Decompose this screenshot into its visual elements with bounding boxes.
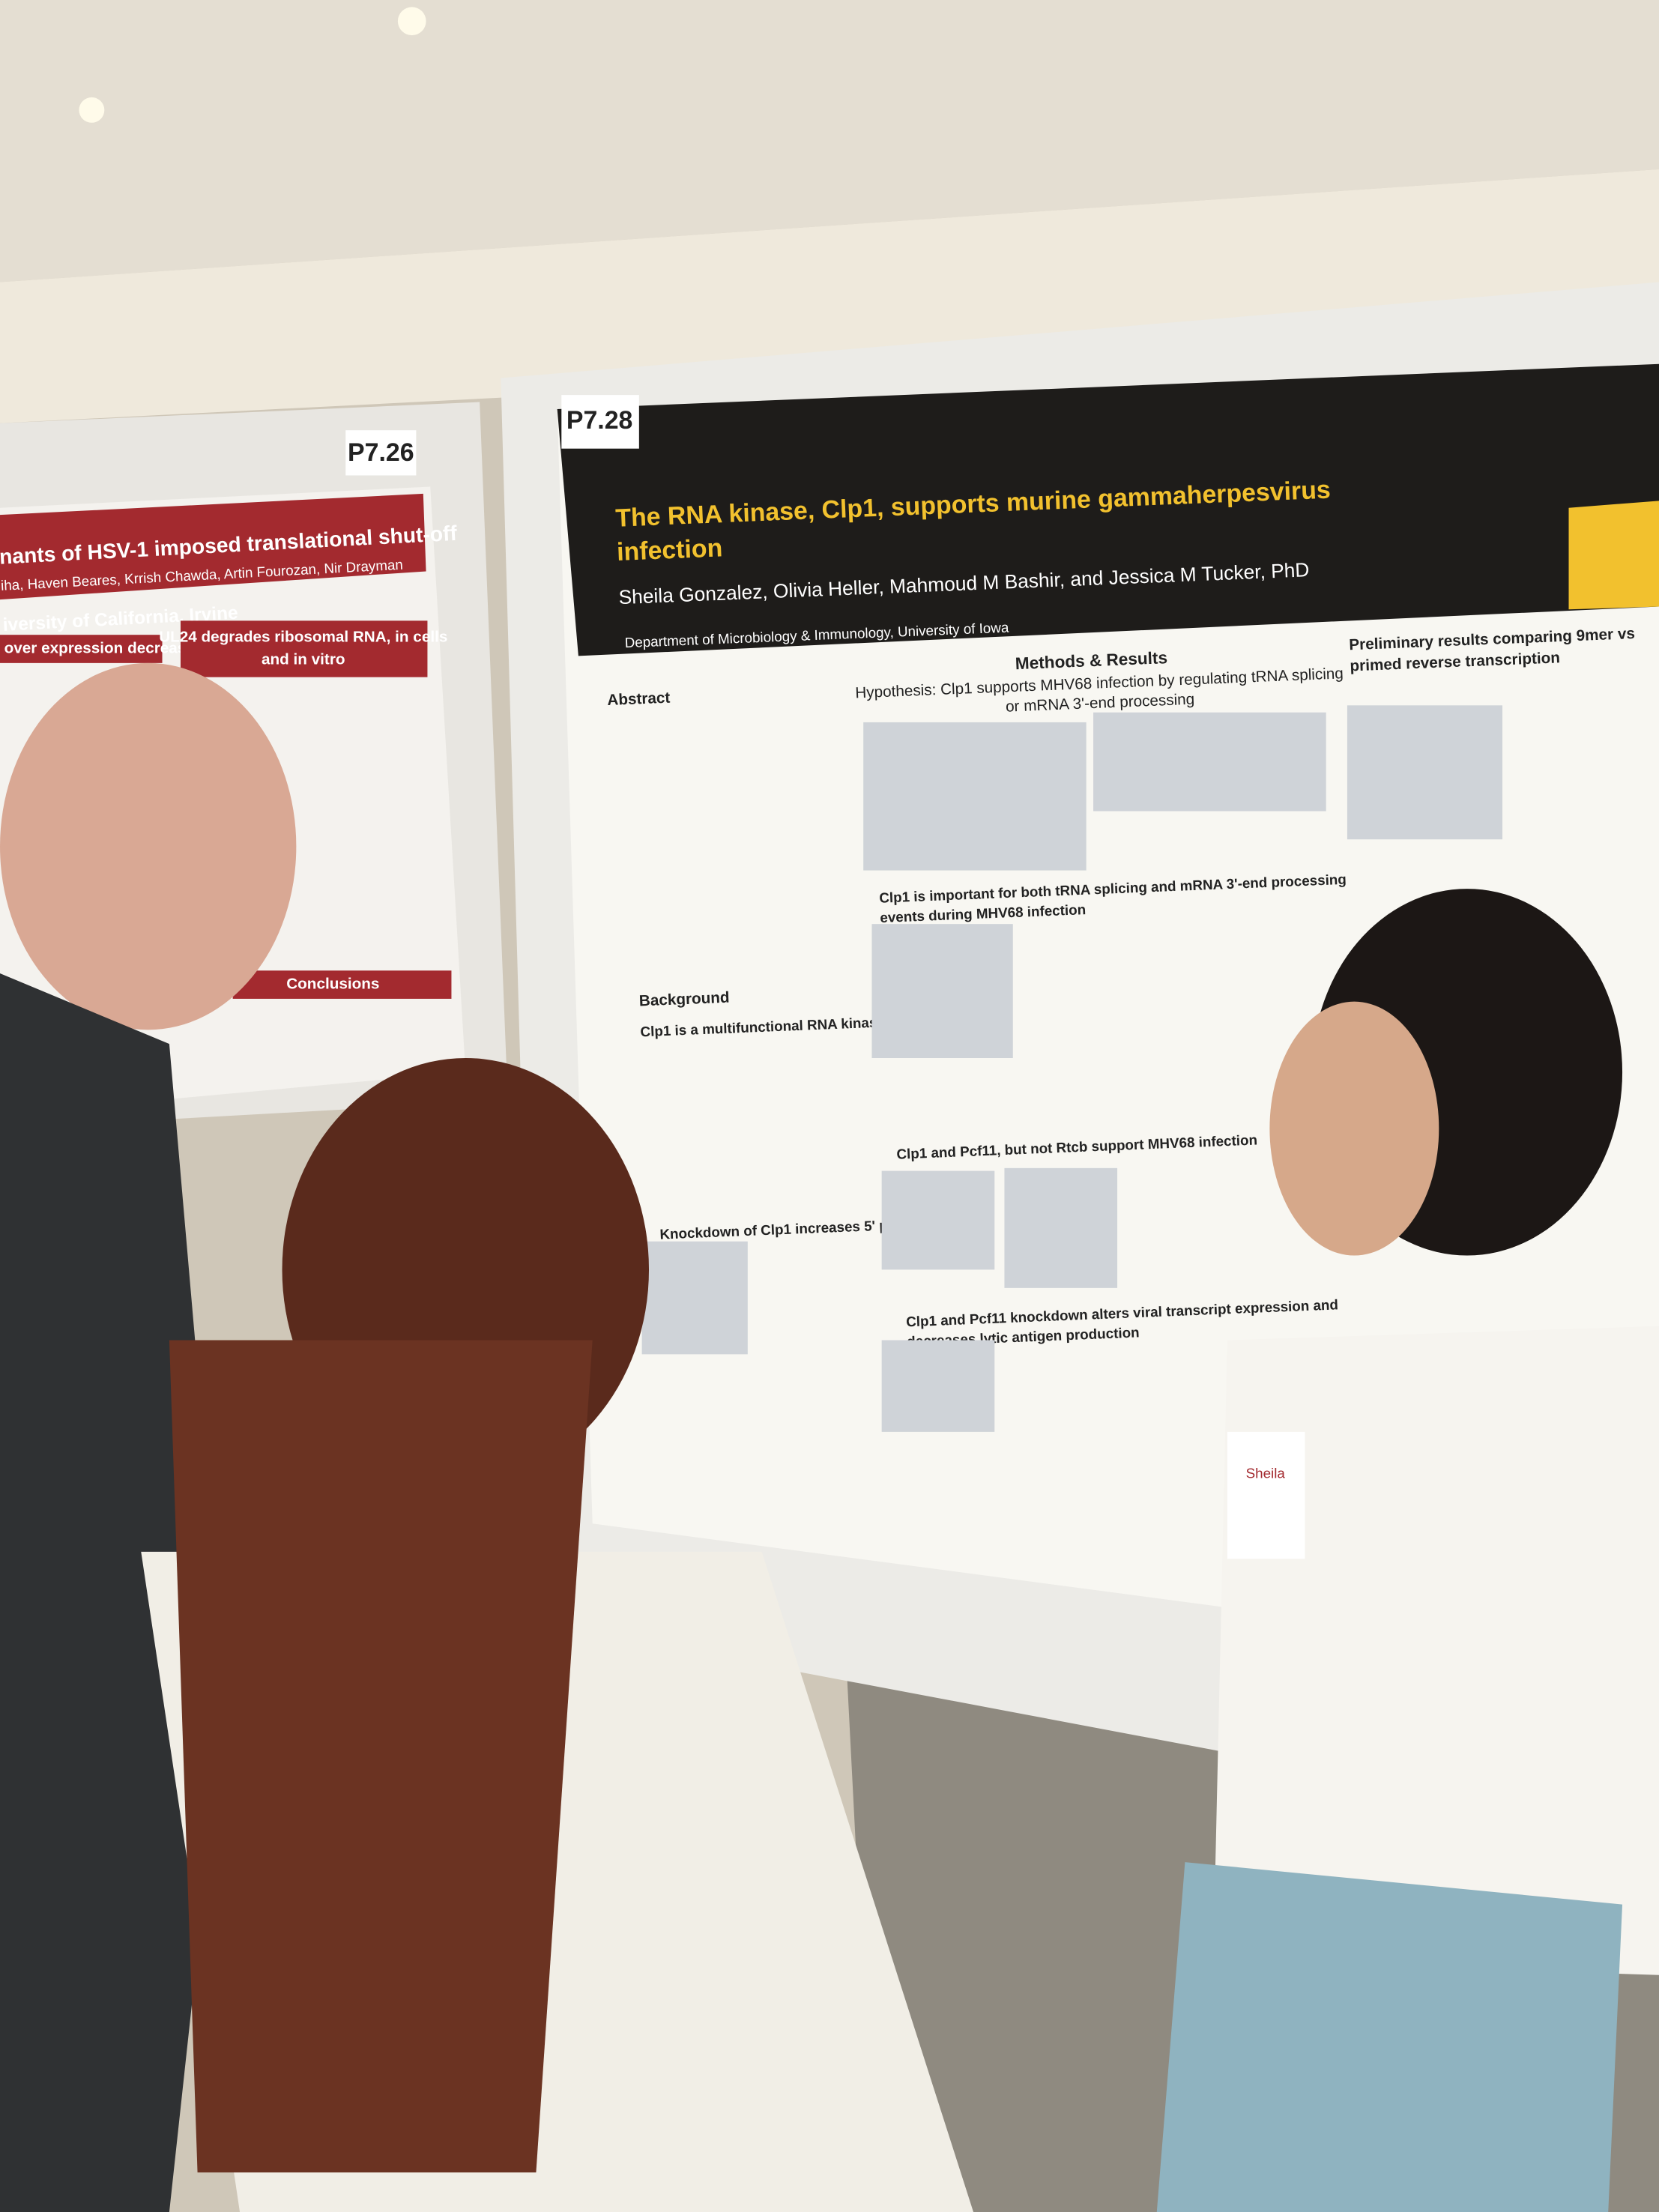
conclusions: Conclusions [286, 976, 379, 993]
figure [881, 1340, 995, 1432]
figure [863, 722, 1087, 871]
label-card [561, 395, 639, 449]
left-section: UL24 degrades ribosomal RNA, in cells [159, 628, 447, 645]
person-shirt [0, 973, 226, 2212]
braids [169, 1340, 593, 2173]
badge-name: Sheila [1246, 1465, 1286, 1481]
figure-panels [641, 705, 1503, 1432]
left-section-bg [0, 635, 163, 663]
figure [1004, 1167, 1118, 1288]
poster-title: infection [616, 534, 723, 566]
board-label: P7.26 [348, 438, 414, 467]
figure [1093, 712, 1326, 812]
light [397, 7, 426, 36]
right-header [557, 363, 1659, 656]
left-header [0, 493, 426, 600]
figure [881, 1170, 995, 1270]
logo [1568, 501, 1659, 610]
striped-pants [1156, 1862, 1623, 2212]
person-head [0, 662, 297, 1030]
left-section-bg [180, 620, 428, 677]
figure [1347, 705, 1503, 840]
ceiling [0, 0, 1659, 282]
figure [871, 924, 1013, 1058]
label-card [345, 430, 417, 476]
conclusions-bg [232, 970, 452, 999]
light [79, 97, 105, 123]
name-badge [1227, 1431, 1305, 1559]
left-section: over expression decreases [4, 639, 204, 656]
figure [641, 1241, 748, 1355]
abstract-heading: Abstract [607, 689, 671, 709]
left-section: and in vitro [262, 651, 345, 668]
background-heading: Background [638, 989, 730, 1010]
person-face [1269, 1001, 1439, 1256]
person-top [1213, 1326, 1659, 1975]
board-label: P7.28 [566, 406, 633, 435]
